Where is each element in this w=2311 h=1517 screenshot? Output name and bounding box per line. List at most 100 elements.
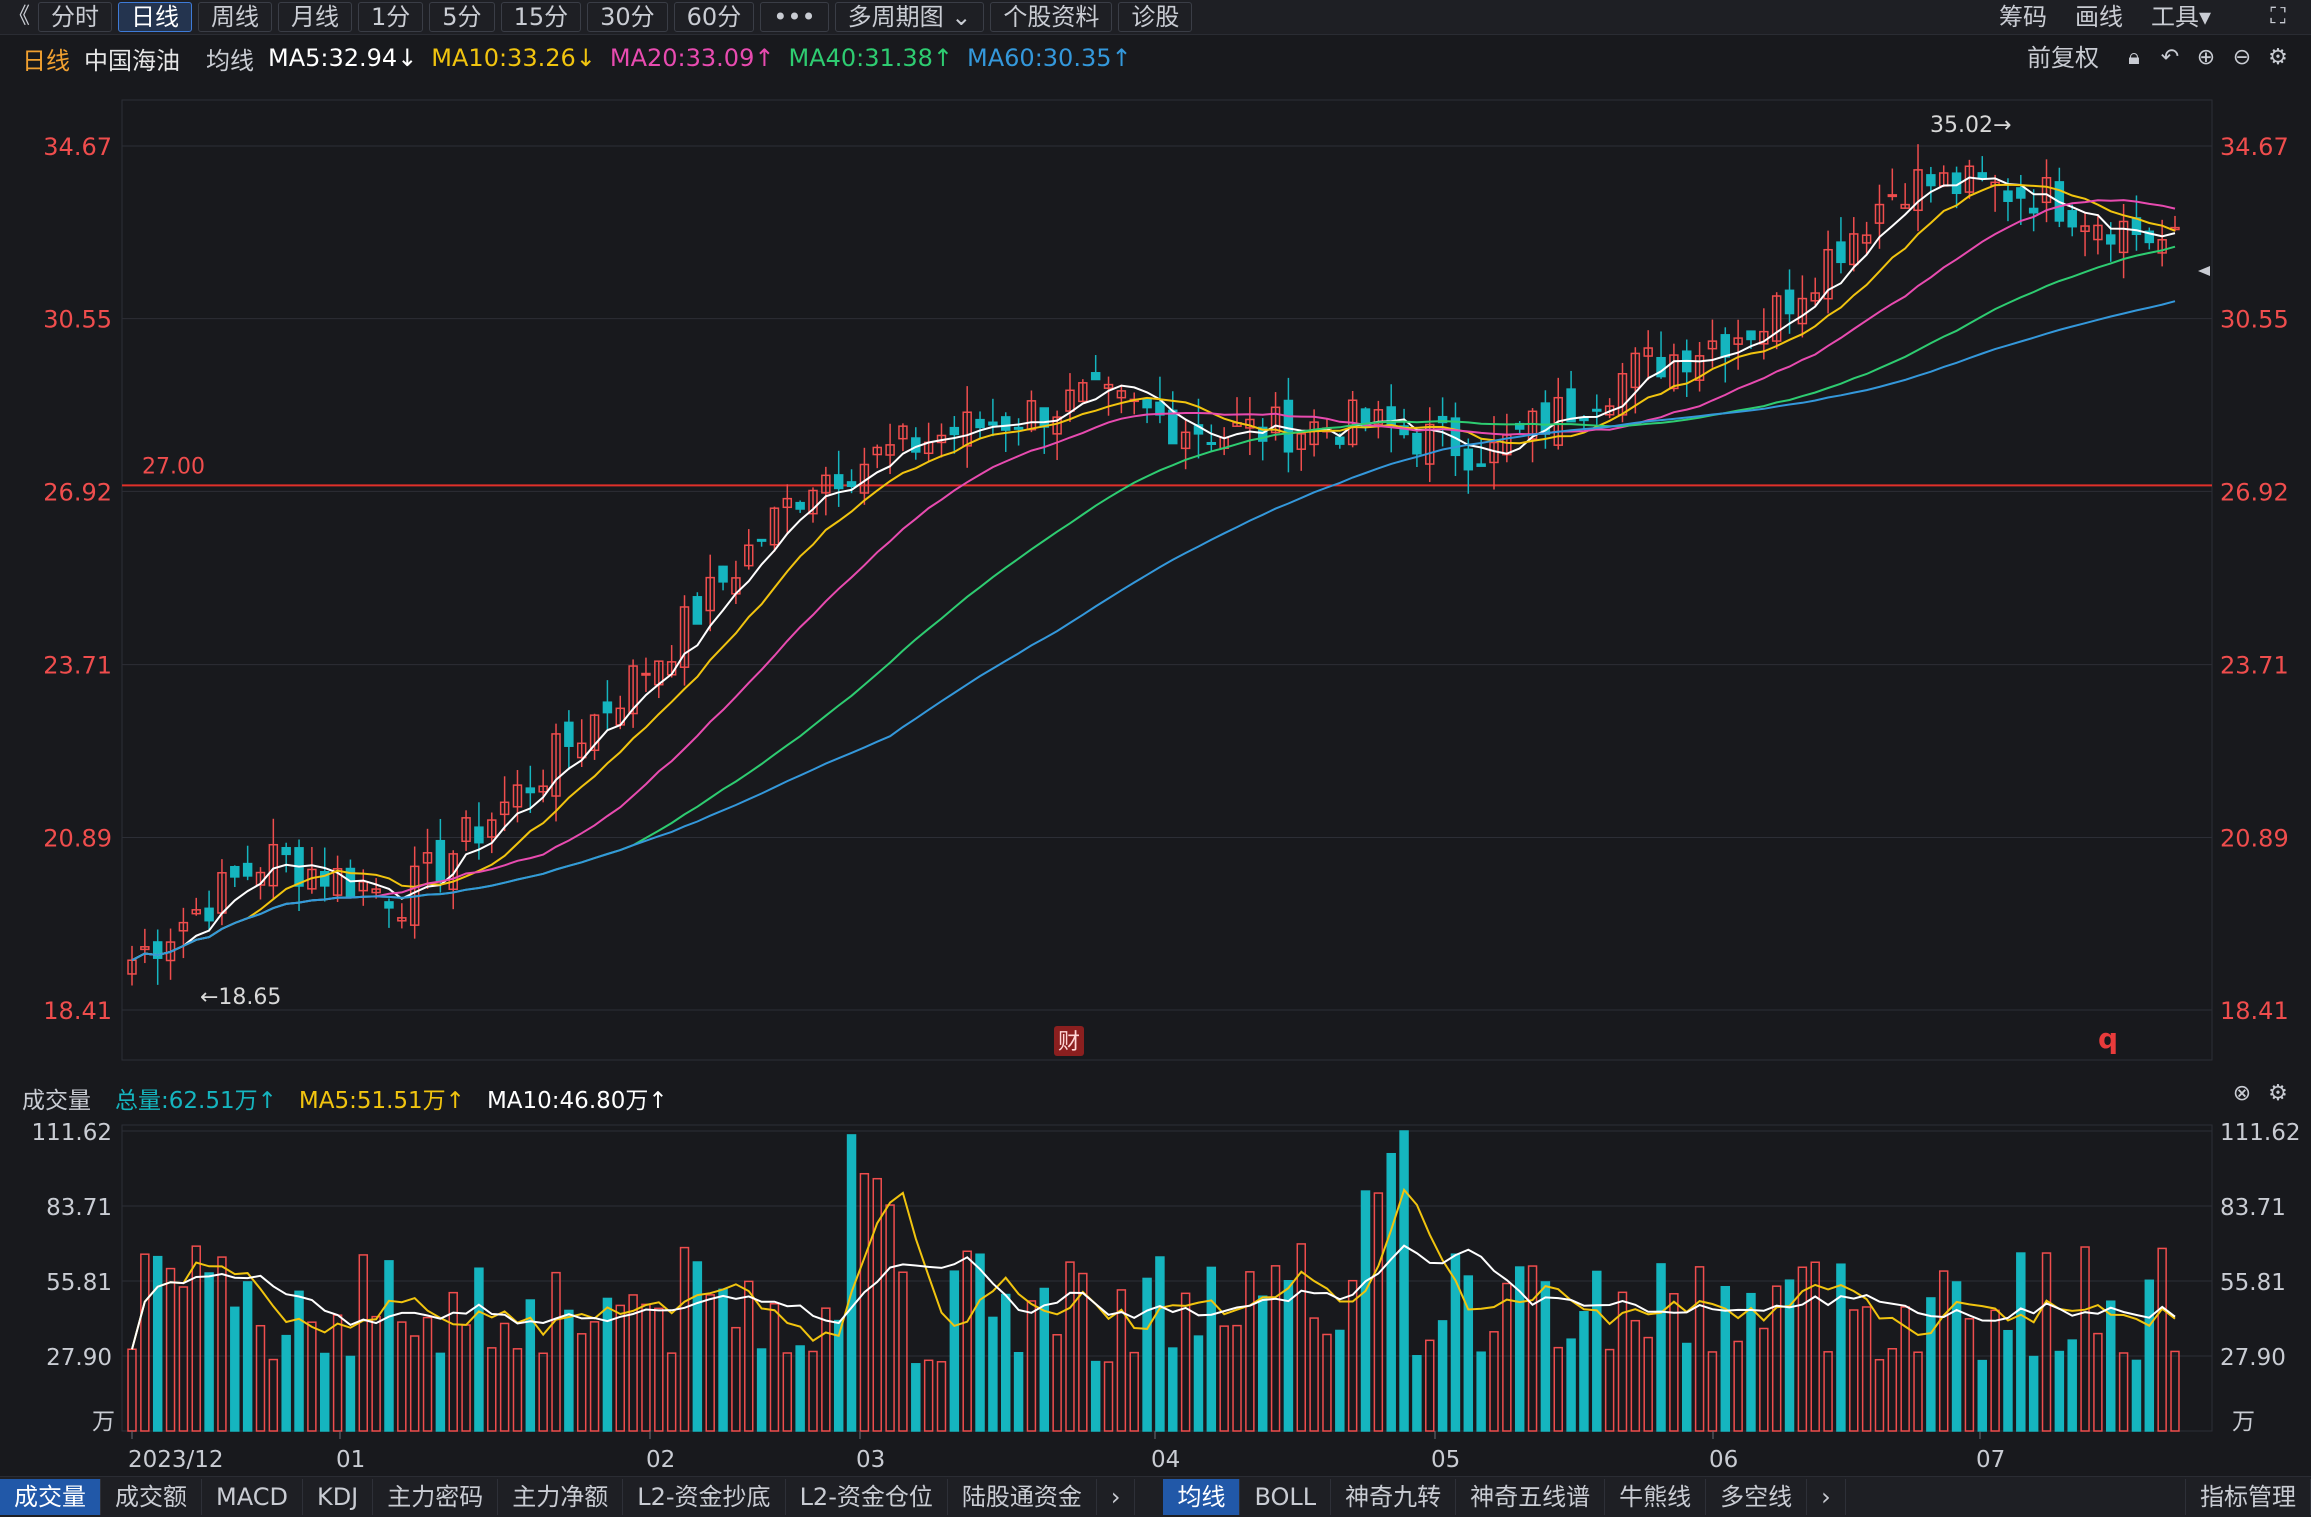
candle xyxy=(1463,438,1474,494)
bottom_tabs_left-tab-0[interactable]: 成交量 xyxy=(0,1479,101,1515)
bottom_tabs_left-tab-1[interactable]: 成交额 xyxy=(101,1479,202,1515)
lock-icon[interactable]: 🔒︎ xyxy=(2128,45,2140,70)
bottom_tabs_right-tab-2[interactable]: 神奇九转 xyxy=(1331,1479,1457,1515)
candle xyxy=(1078,379,1088,403)
candle-body xyxy=(384,901,394,909)
price-tick-left: 34.67 xyxy=(43,133,112,161)
period-tab-5[interactable]: 5分 xyxy=(429,2,495,32)
candle-body xyxy=(1180,431,1191,450)
volume-bar xyxy=(1489,1331,1499,1432)
tools-button[interactable]: 工具▾ xyxy=(2150,3,2211,31)
ma-line-ma20 xyxy=(131,199,2176,962)
volume-bar xyxy=(525,1299,536,1432)
bottom_tabs_left-tab-8[interactable]: 陆股通资金 xyxy=(948,1479,1097,1515)
settings-icon[interactable]: ⚙ xyxy=(2268,45,2288,70)
candle xyxy=(332,855,343,902)
volume-chart[interactable]: 111.62 111.62 83.71 83.71 55.81 55.81 27.90 27.… xyxy=(0,1115,2311,1476)
candle xyxy=(1116,384,1127,414)
period-tab-9[interactable]: ••• xyxy=(760,2,829,32)
candle-body xyxy=(898,425,908,440)
volume-bar xyxy=(345,1355,356,1432)
candle xyxy=(191,897,201,916)
bottom_tabs_right-tab-3[interactable]: 神奇五线谱 xyxy=(1456,1479,1606,1515)
close-icon[interactable]: ⊗ xyxy=(2232,1081,2252,1106)
bottom_tabs_left-tab-6[interactable]: L2-资金抄底 xyxy=(623,1479,786,1515)
candle xyxy=(1386,384,1396,453)
bottom_tabs_right-tab-5[interactable]: 多空线 xyxy=(1706,1479,1808,1515)
volume-bar xyxy=(152,1255,163,1432)
period-tab-1[interactable]: 日线 xyxy=(118,2,192,32)
volume-bar xyxy=(397,1321,407,1432)
candle-body xyxy=(1797,297,1808,325)
indicator-manage-button[interactable]: 指标管理 xyxy=(2185,1479,2311,1515)
more-tabs-right[interactable]: › xyxy=(1807,1479,1846,1515)
price-chart[interactable]: 34.67 34.67 30.55 30.55 26.92 26.92 23.71 23.71… xyxy=(0,88,2311,1068)
volume-bar xyxy=(1168,1347,1178,1432)
candle-body xyxy=(1463,448,1474,471)
period-tab-3[interactable]: 月线 xyxy=(278,2,352,32)
candle-body xyxy=(1399,425,1409,436)
candle xyxy=(808,487,818,523)
ma-label[interactable]: 均线 xyxy=(206,46,254,75)
bottom_tabs_left-tab-7[interactable]: L2-资金仓位 xyxy=(786,1479,948,1515)
candle-body xyxy=(204,907,214,922)
period-tab-2[interactable]: 周线 xyxy=(198,2,272,32)
zoom-in-icon[interactable]: ⊕ xyxy=(2196,45,2216,70)
volume-bar xyxy=(538,1352,548,1432)
candle-body xyxy=(1669,354,1679,390)
period-tab-8[interactable]: 60分 xyxy=(673,2,755,32)
volume-bar xyxy=(1566,1338,1576,1432)
volume-bar xyxy=(1849,1309,1859,1432)
candle xyxy=(1938,165,1949,188)
adjust-mode[interactable]: 前复权 xyxy=(2027,44,2099,72)
undo-icon[interactable]: ↶ xyxy=(2160,45,2180,70)
period-tab-12[interactable]: 诊股 xyxy=(1118,2,1193,32)
bottom_tabs_left-tab-2[interactable]: MACD xyxy=(202,1479,303,1515)
fin-badge-label: 财 xyxy=(1058,1030,1080,1055)
candle xyxy=(2054,167,2065,228)
volume-bar xyxy=(1322,1333,1332,1432)
candle-body xyxy=(1771,295,1782,342)
price-tick-left: 30.55 xyxy=(43,306,112,334)
candle-body xyxy=(833,474,844,490)
bottom_tabs_right-tab-4[interactable]: 牛熊线 xyxy=(1605,1479,1707,1515)
candle-body xyxy=(641,672,651,676)
bottom_tabs_left-tab-4[interactable]: 主力密码 xyxy=(373,1479,499,1515)
candle xyxy=(1604,398,1615,419)
candle xyxy=(371,878,381,899)
volume-bar xyxy=(1682,1342,1692,1432)
bottom_tabs_left-tab-5[interactable]: 主力净额 xyxy=(498,1479,624,1515)
candle-body xyxy=(140,946,150,951)
period-tab-10[interactable]: 多周期图 ⌄ xyxy=(834,2,985,32)
volume-bar xyxy=(2003,1329,2013,1432)
collapse-icon[interactable]: 《 xyxy=(7,4,30,29)
candle-body xyxy=(1913,169,1923,212)
period-tab-4[interactable]: 1分 xyxy=(358,2,424,32)
chip-button[interactable]: 筹码 xyxy=(1998,3,2047,31)
ma40-value: MA40:31.38↑ xyxy=(788,44,954,72)
bottom_tabs_right-tab-0[interactable]: 均线 xyxy=(1163,1479,1241,1515)
period-tab-7[interactable]: 30分 xyxy=(587,2,668,32)
more-tabs-left[interactable]: › xyxy=(1097,1479,1136,1515)
period-tab-6[interactable]: 15分 xyxy=(500,2,582,32)
candle-body xyxy=(435,839,446,883)
bottom_tabs_left-tab-3[interactable]: KDJ xyxy=(303,1479,374,1515)
period-label[interactable]: 日线 xyxy=(22,46,70,75)
fullscreen-icon[interactable]: ⛶ xyxy=(2270,4,2286,29)
candle-body xyxy=(474,826,484,844)
volume-ma5-line xyxy=(131,1187,2176,1350)
candle-body xyxy=(1707,340,1718,350)
volume-bar xyxy=(1604,1348,1615,1432)
period-tab-0[interactable]: 分时 xyxy=(38,2,112,32)
ma-line-ma5 xyxy=(131,176,2176,962)
period-tab-11[interactable]: 个股资料 xyxy=(990,2,1113,32)
zoom-out-icon[interactable]: ⊖ xyxy=(2232,45,2252,70)
candle-body xyxy=(487,819,497,838)
volume-bar xyxy=(281,1334,291,1432)
q-marker: q xyxy=(2098,1022,2118,1055)
volume-settings-icon[interactable]: ⚙ xyxy=(2268,1081,2288,1106)
candle-body xyxy=(448,853,458,891)
bottom_tabs_right-tab-1[interactable]: BOLL xyxy=(1240,1479,1332,1515)
candle xyxy=(2016,174,2026,225)
draw-button[interactable]: 画线 xyxy=(2074,3,2123,31)
